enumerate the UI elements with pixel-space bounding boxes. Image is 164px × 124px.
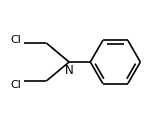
Text: Cl: Cl	[11, 35, 21, 45]
Text: N: N	[65, 64, 73, 77]
Text: Cl: Cl	[11, 80, 21, 90]
